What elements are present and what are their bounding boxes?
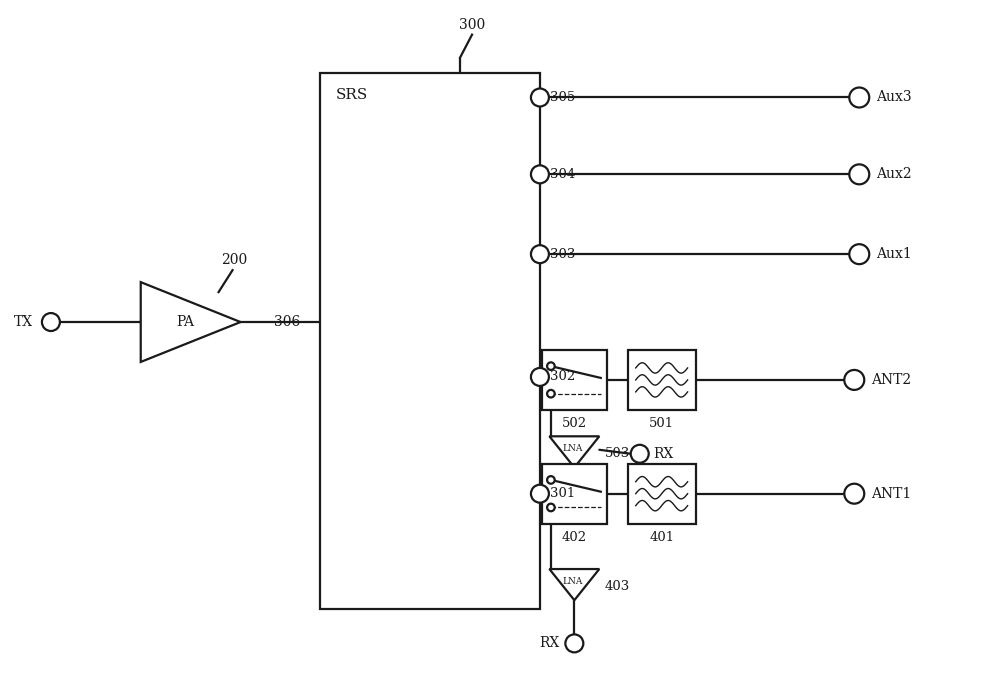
Polygon shape bbox=[141, 282, 241, 362]
Bar bbox=[628, 464, 696, 524]
Circle shape bbox=[531, 368, 549, 386]
Circle shape bbox=[849, 164, 869, 184]
Polygon shape bbox=[549, 436, 599, 467]
Text: 302: 302 bbox=[550, 370, 575, 383]
Text: 403: 403 bbox=[605, 580, 630, 593]
Polygon shape bbox=[549, 569, 599, 600]
Circle shape bbox=[42, 313, 60, 331]
Text: LNA: LNA bbox=[562, 444, 583, 453]
Text: RX: RX bbox=[540, 636, 560, 651]
Text: 301: 301 bbox=[550, 487, 575, 500]
Circle shape bbox=[844, 370, 864, 390]
Text: PA: PA bbox=[177, 315, 195, 329]
Circle shape bbox=[849, 244, 869, 264]
Circle shape bbox=[531, 246, 549, 263]
Text: TX: TX bbox=[13, 315, 33, 329]
Text: 402: 402 bbox=[562, 531, 587, 544]
Text: 503: 503 bbox=[605, 447, 630, 460]
Text: Aux2: Aux2 bbox=[876, 167, 912, 181]
Circle shape bbox=[531, 89, 549, 106]
Text: RX: RX bbox=[654, 447, 674, 461]
Text: 200: 200 bbox=[221, 253, 247, 267]
Circle shape bbox=[531, 485, 549, 503]
Text: Aux3: Aux3 bbox=[876, 91, 912, 104]
Text: Aux1: Aux1 bbox=[876, 247, 912, 261]
Text: ANT1: ANT1 bbox=[871, 487, 911, 501]
Text: 401: 401 bbox=[649, 531, 674, 544]
Text: 502: 502 bbox=[562, 417, 587, 430]
Text: 303: 303 bbox=[550, 248, 575, 261]
Circle shape bbox=[531, 165, 549, 183]
Text: 501: 501 bbox=[649, 417, 674, 430]
Circle shape bbox=[565, 634, 583, 653]
Bar bbox=[542, 350, 607, 410]
Text: 304: 304 bbox=[550, 168, 575, 181]
Bar bbox=[320, 72, 540, 610]
Text: LNA: LNA bbox=[562, 576, 583, 586]
Bar bbox=[542, 464, 607, 524]
Circle shape bbox=[547, 390, 555, 398]
Text: 306: 306 bbox=[274, 315, 300, 329]
Text: ANT2: ANT2 bbox=[871, 373, 911, 387]
Circle shape bbox=[631, 445, 649, 463]
Text: 305: 305 bbox=[550, 91, 575, 104]
Text: 300: 300 bbox=[459, 18, 485, 31]
Bar bbox=[628, 350, 696, 410]
Text: SRS: SRS bbox=[335, 87, 368, 102]
Circle shape bbox=[844, 484, 864, 504]
Circle shape bbox=[547, 504, 555, 512]
Circle shape bbox=[849, 87, 869, 108]
Circle shape bbox=[547, 362, 555, 370]
Circle shape bbox=[547, 476, 555, 484]
